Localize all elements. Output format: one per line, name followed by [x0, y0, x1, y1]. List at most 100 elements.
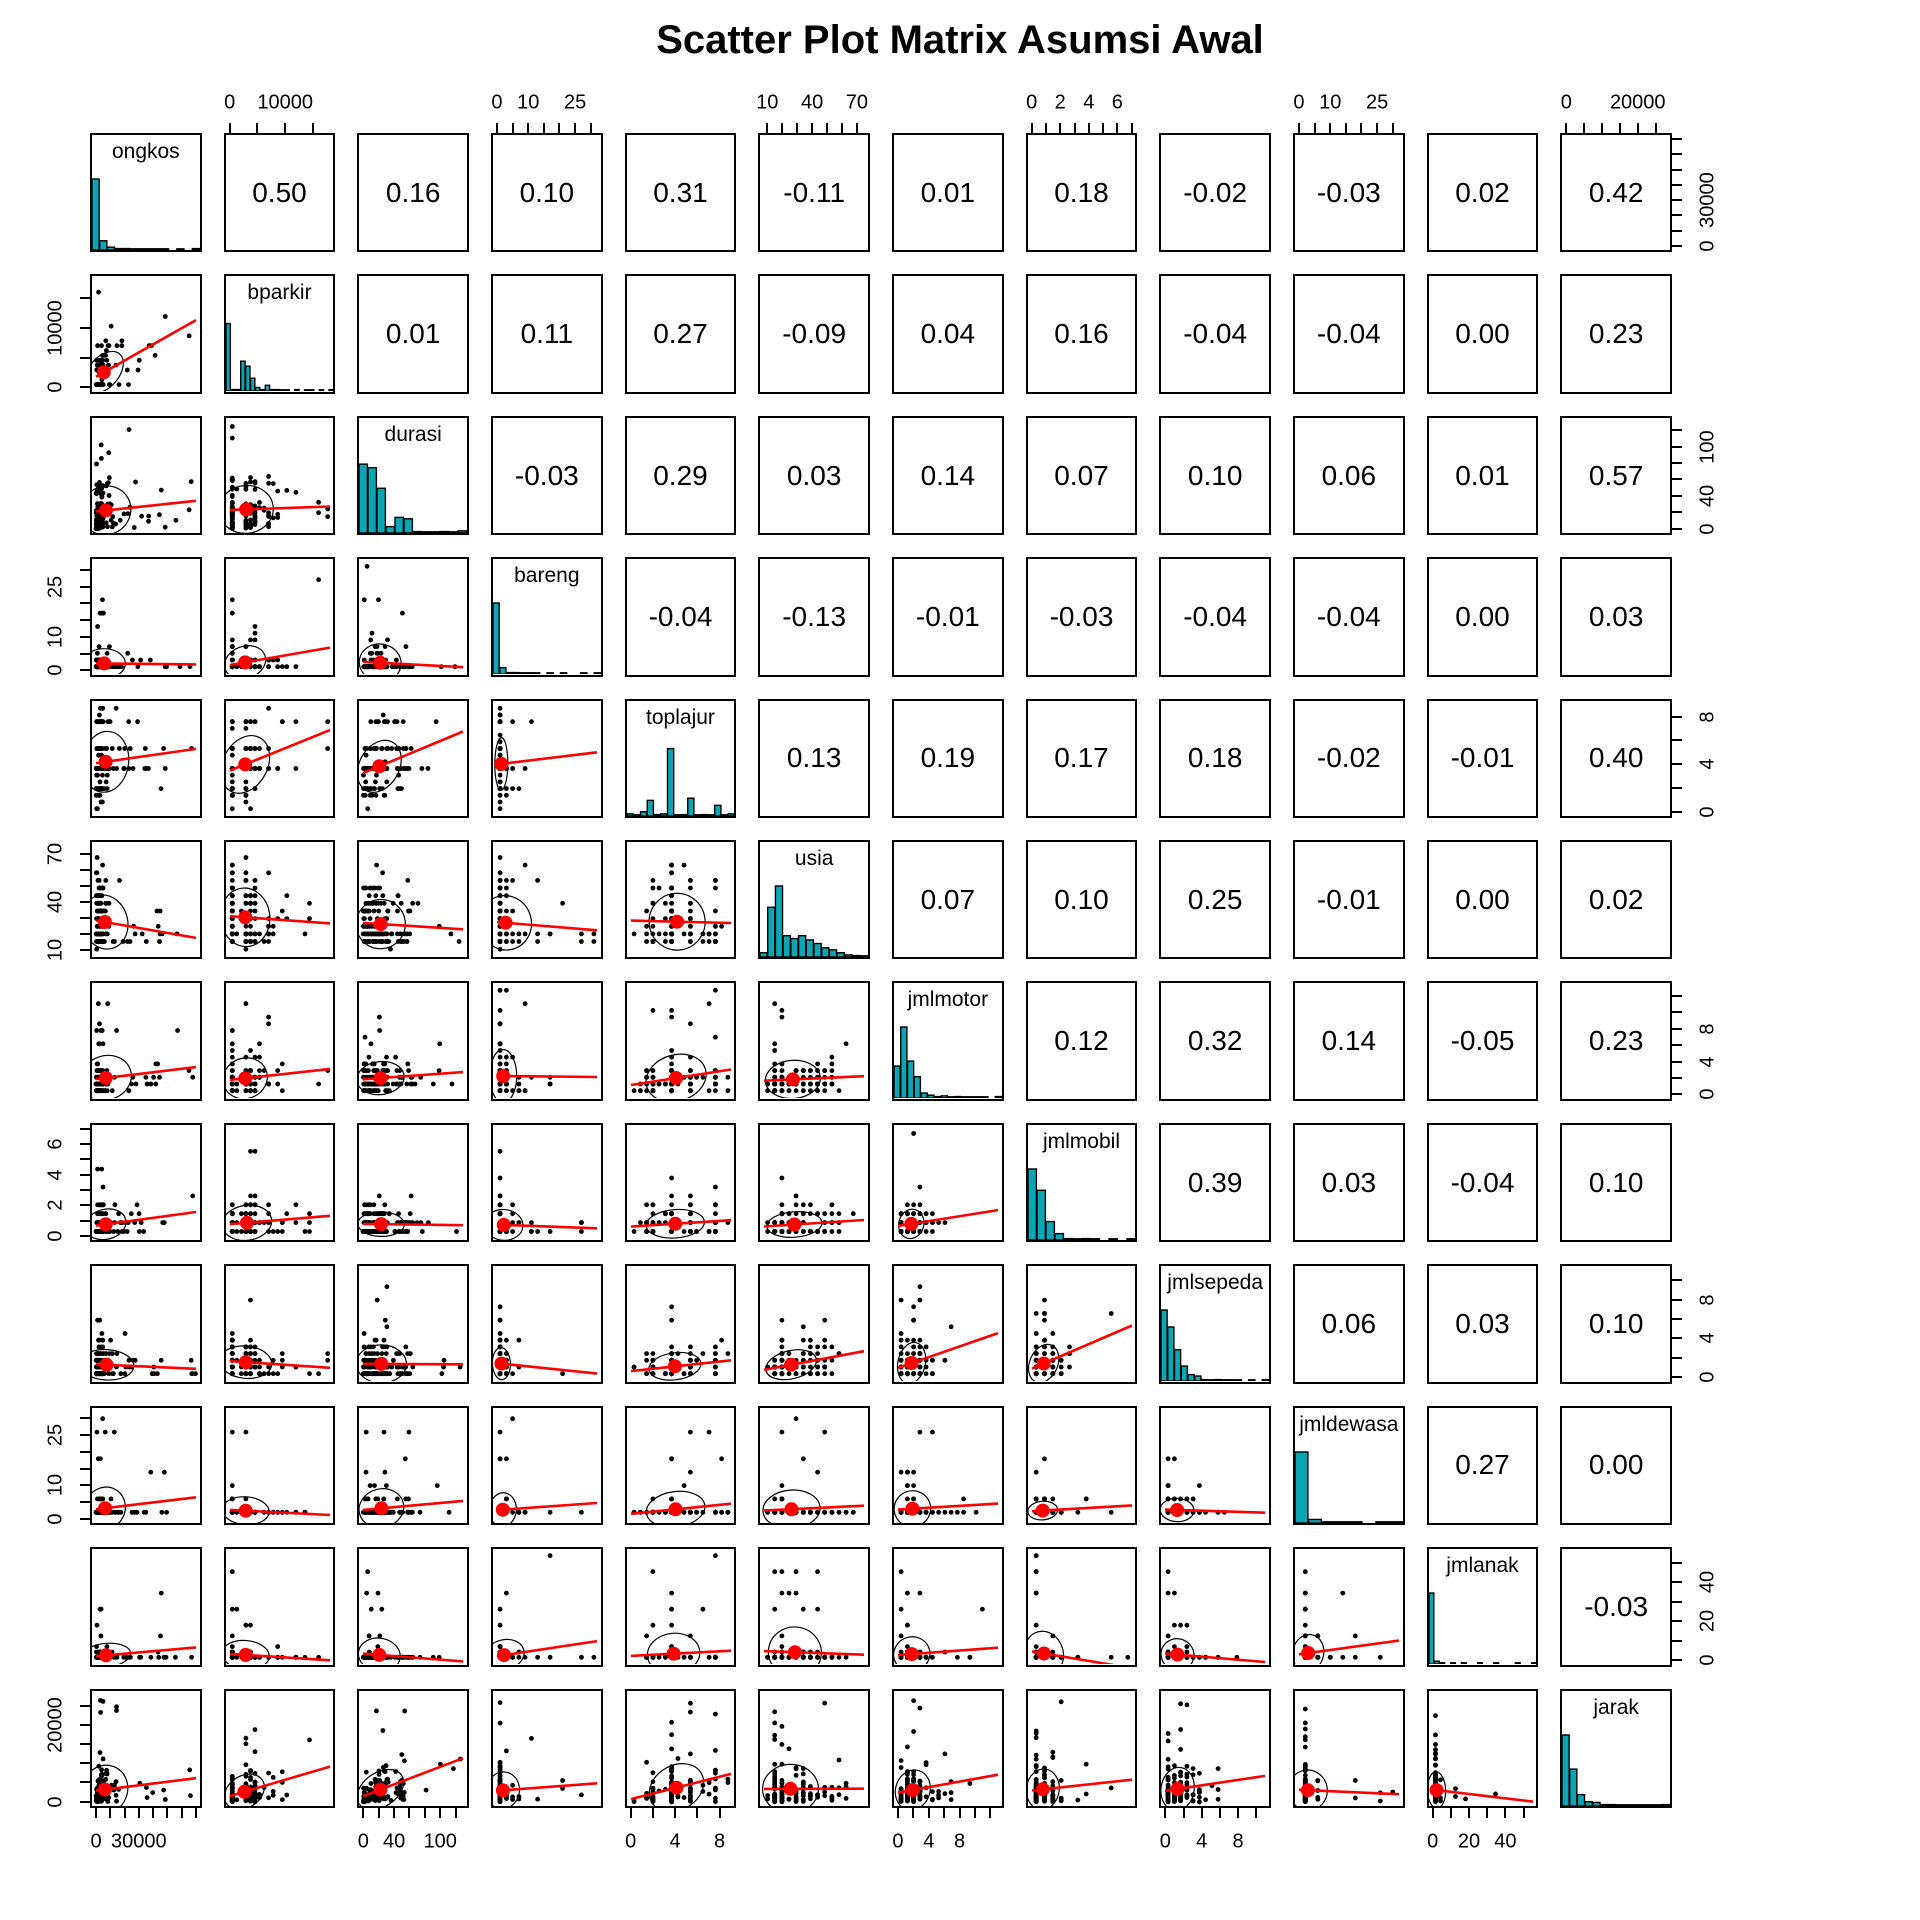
corr-panel-toplajur-jmlmobil: 0.17: [1025, 698, 1138, 819]
trend-line: [496, 750, 598, 766]
scatter-svg: [492, 1304, 598, 1381]
corr-value: 0.03: [1321, 1166, 1377, 1198]
axis-tick: [1671, 1060, 1683, 1063]
corr-panel-jmlsepeda-jmlanak: 0.03: [1426, 1264, 1539, 1384]
mean-point: [495, 1502, 510, 1517]
correlation-ellipse: [359, 1768, 405, 1806]
scatter-svg: [225, 1298, 330, 1380]
axis-tick-label-text: 40: [44, 890, 67, 914]
axis-tick: [80, 916, 91, 919]
corr-value: -0.04: [1316, 600, 1381, 632]
correlation-ellipse: [893, 1636, 931, 1665]
corr-value: 0.19: [920, 742, 976, 774]
corr-value: 0.23: [1588, 1025, 1644, 1057]
axis-tick: [589, 123, 592, 134]
diagonal-panel-bareng: bareng: [490, 557, 603, 677]
corr-panel-ongkos-usia: -0.11 10 40 70: [756, 92, 870, 253]
corr-panel-usia-jmldewasa: -0.01: [1292, 840, 1405, 960]
scatter-svg: [893, 1429, 999, 1523]
scatter-panel-ongkos-vs-jmlmobil: 0 2 4 6: [45, 1122, 202, 1243]
axis-tick-label-text: 6: [1111, 91, 1123, 114]
axis-tick-label-text: 4: [1083, 91, 1095, 114]
axis-tick-label-text: 20: [1457, 1830, 1481, 1853]
axis-tick-label-text: 0: [625, 1830, 637, 1853]
corr-panel-jmlmobil-jmldewasa: 0.03: [1292, 1122, 1405, 1243]
scatter-panel-toplajur-vs-usia: [624, 840, 737, 960]
scatter-svg: [92, 1697, 197, 1806]
axis-tick: [1671, 1317, 1683, 1320]
scatter-panel-toplajur-vs-jmlanak: [624, 1547, 737, 1667]
var-label-bareng: bareng: [514, 564, 580, 588]
axis-tick-label-text: 4: [1696, 758, 1719, 770]
axis-tick: [80, 652, 91, 655]
scatter-svg: [225, 1726, 331, 1806]
panel-grid: ongkos 0.50 0 10000 0.16 0.10 0 10 25 0.31 -0.11 10…: [45, 92, 1719, 1853]
scatter-svg: [1428, 1712, 1533, 1806]
axis-tick: [80, 1467, 91, 1470]
mean-point: [97, 915, 112, 930]
corr-panel-bparkir-jmlsepeda: -0.04: [1159, 274, 1271, 394]
corr-panel-jmlmobil-jmlanak: -0.04: [1426, 1122, 1539, 1243]
scatter-svg: [359, 1284, 464, 1382]
var-label-jmlmobil: jmlmobil: [1042, 1129, 1120, 1153]
corr-value: 0.00: [1455, 318, 1510, 350]
mean-point: [904, 1647, 919, 1662]
var-label-durasi: durasi: [384, 422, 442, 446]
corr-value: -0.11: [783, 176, 846, 208]
corr-panel-ongkos-toplajur: 0.31: [624, 133, 737, 253]
axis-tick: [651, 1806, 654, 1818]
correlation-ellipse: [359, 1637, 402, 1665]
trend-line: [496, 1075, 597, 1079]
trend-line: [496, 1362, 598, 1376]
correlation-ellipse: [896, 1342, 927, 1382]
mean-point: [1301, 1646, 1316, 1661]
diagonal-panel-jmlanak: jmlanak: [1426, 1547, 1539, 1667]
axis-tick: [80, 297, 91, 300]
scatter-panel-bareng-vs-jmlmotor: [490, 981, 603, 1101]
corr-value: -0.04: [1183, 318, 1248, 350]
axis-tick: [542, 123, 545, 134]
mean-point: [1036, 1646, 1051, 1661]
histogram-bareng: [492, 602, 601, 675]
scatter-svg: [1027, 1298, 1133, 1382]
axis-tick-label-text: 10000: [44, 300, 67, 356]
correlation-ellipse: [359, 1487, 405, 1523]
axis-tick: [1671, 199, 1683, 202]
corr-panel-ongkos-jmldewasa: -0.03 0 10 25: [1292, 92, 1405, 253]
axis-tick: [80, 900, 91, 903]
axis-tick: [943, 1806, 946, 1818]
mean-point: [668, 1502, 683, 1517]
scatter-panel-bareng-vs-jarak: [490, 1688, 603, 1808]
mean-point: [783, 1781, 798, 1796]
correlation-ellipse: [92, 485, 132, 533]
axis-tick-label-text: 10: [756, 91, 779, 114]
scatter-panel-bareng-vs-jmlsepeda: [490, 1264, 603, 1384]
axis-tick: [1182, 1806, 1185, 1818]
corr-panel-bparkir-jmldewasa: -0.04: [1292, 274, 1405, 394]
chart-title: Scatter Plot Matrix Asumsi Awal: [656, 18, 1264, 62]
histogram-jmldewasa: [1294, 1451, 1403, 1523]
histogram-jmlsepeda: [1161, 1309, 1270, 1382]
correlation-ellipse: [645, 1054, 707, 1099]
axis-tick-label-text: 8: [1696, 1293, 1719, 1306]
correlation-ellipse: [1027, 1344, 1060, 1382]
axis-tick-label-text: 4: [1196, 1830, 1208, 1853]
corr-value: 0.10: [519, 176, 575, 208]
axis-tick-label-text: 10000: [257, 91, 314, 114]
diagonal-panel-toplajur: toplajur: [624, 698, 737, 819]
corr-value: 0.18: [1187, 742, 1243, 774]
var-label-ongkos: ongkos: [111, 140, 180, 163]
corr-value: 0.17: [1054, 742, 1109, 774]
scatter-panel-jmlsepeda-vs-jmldewasa: [1159, 1405, 1271, 1526]
axis-tick: [1376, 123, 1379, 134]
axis-tick-label-text: 0: [44, 1513, 67, 1525]
corr-value: -0.04: [648, 600, 713, 632]
scatter-panel-ongkos-vs-usia: 10 40 70: [45, 840, 202, 961]
trend-line: [496, 1781, 598, 1792]
scatter-svg: [630, 1175, 731, 1239]
scatter-svg: [492, 988, 597, 1099]
corr-value: 0.12: [1054, 1025, 1109, 1057]
scatter-panel-jmlmotor-vs-jmlanak: [891, 1547, 1004, 1667]
trend-line: [95, 1776, 197, 1792]
